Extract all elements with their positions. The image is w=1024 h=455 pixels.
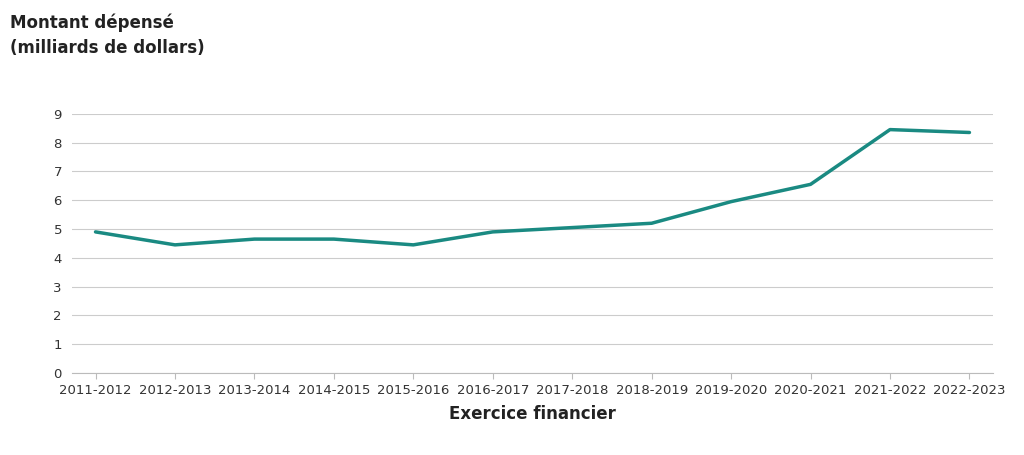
Text: Montant dépensé
(milliards de dollars): Montant dépensé (milliards de dollars) bbox=[10, 14, 205, 57]
X-axis label: Exercice financier: Exercice financier bbox=[450, 405, 615, 423]
